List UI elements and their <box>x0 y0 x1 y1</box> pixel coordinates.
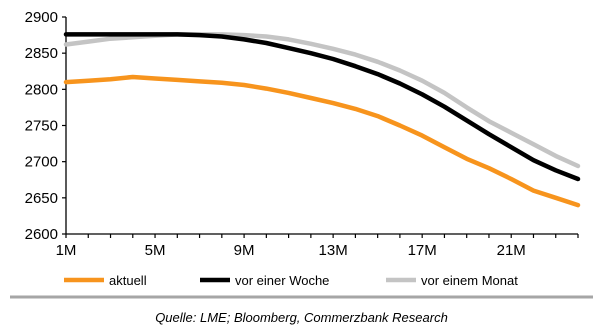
y-tick-label: 2700 <box>25 154 58 171</box>
legend-label-2: vor einer Woche <box>235 273 329 288</box>
x-tick-label: 9M <box>234 242 255 259</box>
x-tick-label: 1M <box>56 242 77 259</box>
legend-label-1: aktuell <box>109 273 147 288</box>
series-lines <box>63 32 581 208</box>
y-ticks: 2600 2650 2700 2750 2800 2850 2900 <box>25 9 66 243</box>
y-tick-label: 2750 <box>25 118 58 135</box>
x-tick-label: 5M <box>145 242 166 259</box>
x-tick-label: 13M <box>319 242 348 259</box>
legend: aktuell vor einer Woche vor einem Monat <box>64 273 518 288</box>
y-tick-label: 2800 <box>25 81 58 98</box>
plot-area: 2600 2650 2700 2750 2800 2850 2900 1M 5M 9M 13M 17… <box>25 9 581 259</box>
x-tick-label: 21M <box>497 242 526 259</box>
series-line-1 <box>63 74 581 208</box>
y-tick-label: 2850 <box>25 45 58 62</box>
y-tick-label: 2900 <box>25 9 58 26</box>
y-tick-label: 2650 <box>25 190 58 207</box>
legend-label-3: vor einem Monat <box>421 273 518 288</box>
series-line-2 <box>63 32 581 182</box>
x-tick-label: 17M <box>408 242 437 259</box>
y-tick-label: 2600 <box>25 226 58 243</box>
source-note: Quelle: LME; Bloomberg, Commerzbank Rese… <box>155 310 448 325</box>
x-ticks: 1M 5M 9M 13M 17M 21M <box>56 234 579 259</box>
